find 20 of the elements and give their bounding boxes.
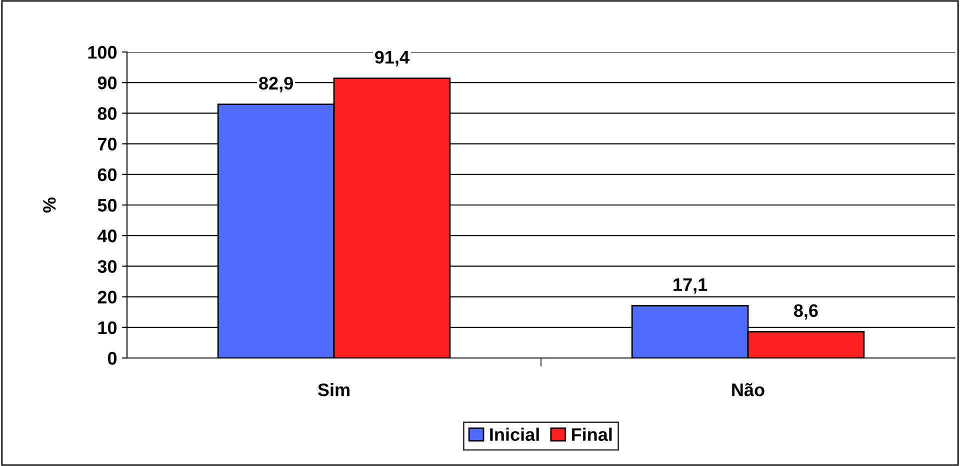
data-label: 91,4 [375, 50, 410, 66]
y-tick-label: 70 [98, 138, 117, 151]
y-tick-label: 80 [98, 107, 117, 120]
data-label: 17,1 [674, 278, 708, 294]
y-tick-label: 20 [98, 290, 117, 304]
y-tick-label: 40 [97, 230, 117, 242]
y-tick-label: 90 [98, 76, 117, 90]
data-label: 8,6 [794, 304, 818, 320]
y-tick-label: 50 [98, 198, 117, 212]
legend-label: Inicial [490, 428, 539, 441]
x-tick-label: Sim [318, 383, 350, 396]
x-tick-label: Não [732, 383, 764, 396]
legend-label: Final [572, 428, 612, 441]
y-tick-label: 10 [98, 321, 117, 334]
y-tick-label: 30 [98, 260, 117, 273]
y-tick-label: 0 [108, 352, 117, 365]
data-label: 82,9 [259, 76, 293, 92]
y-tick-label: 60 [98, 168, 117, 182]
y-axis-title: % [43, 197, 56, 213]
y-tick-label: 100 [88, 46, 117, 59]
